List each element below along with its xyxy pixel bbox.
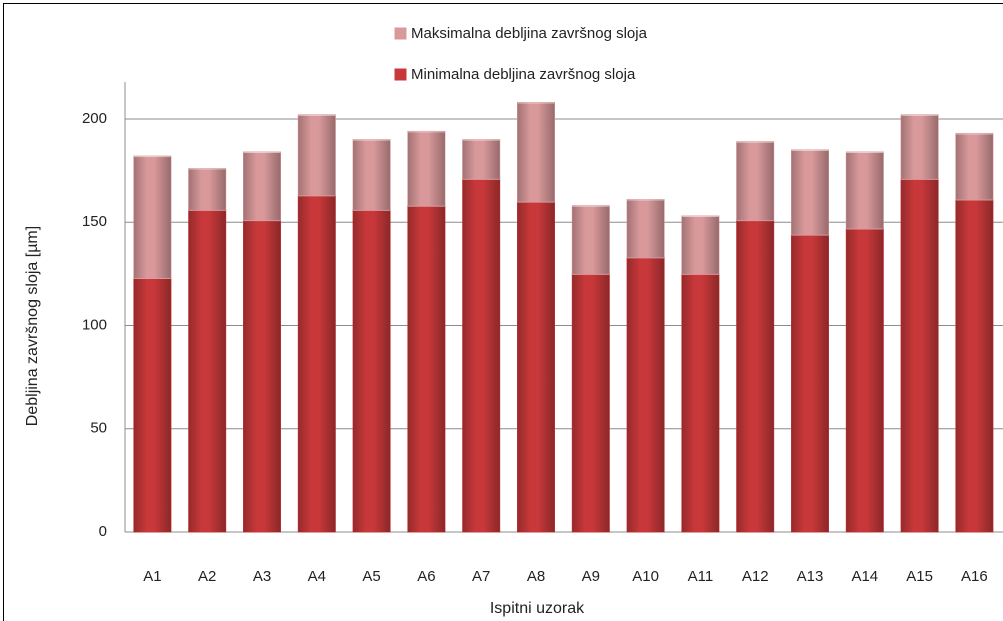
x-tick-label: A7 (472, 568, 490, 585)
x-tick-label: A8 (527, 568, 545, 585)
y-tick-label: 200 (82, 110, 107, 127)
x-tick-label: A15 (906, 568, 933, 585)
bar-shade (133, 278, 171, 532)
y-tick-label: 100 (82, 316, 107, 333)
bar-shade (353, 139, 391, 210)
x-tick-label: A14 (851, 568, 878, 585)
bar-shade (298, 114, 336, 196)
bar-shade (736, 220, 774, 532)
bar-shade (572, 205, 610, 274)
legend-label: Minimalna debljina završnog sloja (411, 66, 636, 83)
bar-shade (243, 220, 281, 532)
bar-shade (133, 156, 171, 279)
bar-shade (955, 133, 993, 200)
bar-shade (407, 205, 445, 533)
bar-shade (901, 178, 939, 532)
x-tick-label: A4 (308, 568, 326, 585)
bar-shade (243, 152, 281, 221)
x-tick-label: A11 (688, 568, 714, 585)
bar-shade (901, 114, 939, 179)
x-tick-label: A2 (198, 568, 216, 585)
x-tick-label: A1 (143, 568, 161, 585)
bar-shade (846, 228, 884, 532)
y-tick-label: 0 (99, 523, 107, 540)
x-tick-label: A9 (582, 568, 600, 585)
y-tick-label: 150 (82, 213, 107, 230)
x-tick-label: A12 (742, 568, 769, 585)
y-tick-label: 50 (90, 420, 107, 437)
bar-shade (681, 273, 719, 532)
legend-swatch (394, 27, 407, 40)
x-tick-label: A16 (961, 568, 988, 585)
bar-shade (353, 209, 391, 533)
bar-shade (627, 199, 665, 258)
bar-shade (517, 102, 555, 202)
x-tick-label: A10 (632, 568, 659, 585)
bar-shade (681, 216, 719, 274)
x-tick-label: A13 (797, 568, 824, 585)
legend-swatch (394, 68, 407, 81)
bar-shade (298, 195, 336, 532)
bar-shade (846, 152, 884, 229)
bar-shade (572, 273, 610, 532)
legend-label: Maksimalna debljina završnog sloja (411, 25, 648, 42)
bar-shade (736, 141, 774, 221)
x-tick-label: A5 (362, 568, 380, 585)
x-axis-label: Ispitni uzorak (490, 600, 585, 617)
bar-shade (462, 178, 500, 532)
bar-shade (517, 201, 555, 532)
bar-shade (407, 131, 445, 206)
bar-shade (627, 257, 665, 532)
x-tick-label: A3 (253, 568, 271, 585)
bar-shade (791, 234, 829, 532)
bar-shade (188, 168, 226, 210)
bar-shade (791, 149, 829, 235)
bar-shade (462, 139, 500, 179)
bar-shade (188, 209, 226, 533)
bar-shade (955, 199, 993, 532)
x-tick-label: A6 (417, 568, 435, 585)
y-axis-label: Debljina završnog sloja [µm] (24, 226, 41, 426)
